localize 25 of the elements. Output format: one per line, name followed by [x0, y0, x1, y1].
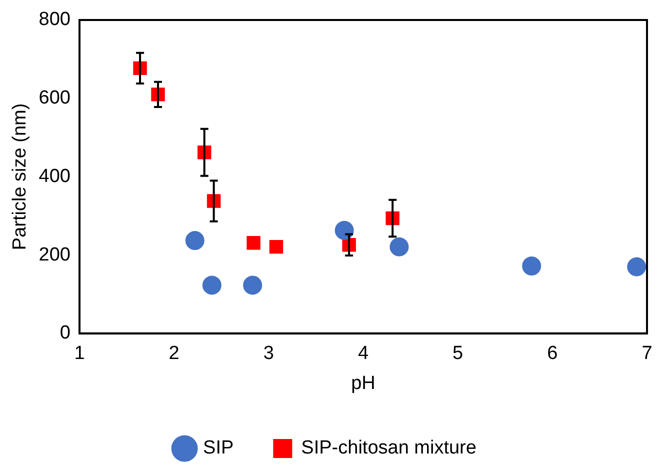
x-tick-label: 3	[263, 343, 274, 364]
point	[334, 220, 354, 240]
legend-label: SIP	[203, 438, 234, 459]
y-tick-label: 200	[38, 244, 70, 266]
point	[269, 240, 284, 254]
point	[243, 276, 262, 295]
y-axis-title: Particle size (nm)	[10, 103, 31, 250]
x-tick-label: 5	[452, 343, 464, 364]
x-tick-label: 1	[74, 343, 85, 364]
point	[627, 257, 646, 276]
x-axis-title: pH	[351, 372, 376, 394]
y-tick-label: 800	[38, 9, 70, 30]
x-tick-label: 7	[642, 343, 652, 364]
point	[185, 231, 204, 250]
x-tick-label: 6	[547, 343, 558, 364]
point	[522, 256, 542, 276]
point	[202, 276, 222, 295]
legend-label: SIP-chitosan mixture	[301, 438, 476, 459]
x-tick-label: 4	[358, 343, 369, 364]
x-tick-label: 2	[168, 343, 180, 364]
y-tick-label: 0	[60, 322, 70, 344]
point	[390, 237, 409, 256]
y-tick-label: 400	[38, 166, 70, 187]
point	[246, 236, 260, 250]
y-tick-label: 600	[38, 88, 70, 109]
